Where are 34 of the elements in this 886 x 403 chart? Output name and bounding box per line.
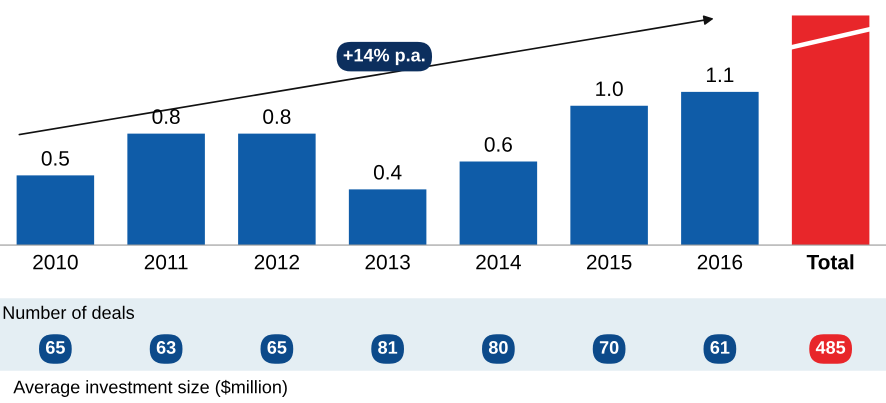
- bar: [460, 161, 538, 246]
- data-label: 65: [46, 341, 65, 354]
- data-label: 0.6: [484, 137, 512, 152]
- bar: [792, 15, 870, 246]
- data-label: 0.8: [263, 109, 290, 124]
- x-tick-label: 2013: [366, 254, 410, 270]
- data-label: 61: [710, 341, 730, 354]
- data-label: 1.1: [706, 68, 734, 82]
- x-tick-label: Total: [806, 254, 854, 270]
- x-tick-label: 2011: [144, 254, 188, 270]
- data-label: 63: [156, 341, 176, 354]
- data-label: 1.0: [596, 81, 623, 96]
- bar: [127, 134, 205, 246]
- x-tick-label: 2016: [698, 254, 742, 270]
- text: Average investment size ($million): [13, 380, 287, 397]
- bar: [681, 92, 759, 246]
- bar: [570, 106, 648, 246]
- data-label: 0.8: [152, 109, 180, 124]
- data-label: 65: [267, 341, 286, 354]
- data-label: 0.4: [374, 164, 402, 180]
- annotation: +14% p.a.: [344, 48, 424, 66]
- data-label: 80: [488, 341, 508, 354]
- data-label: 485: [816, 341, 846, 354]
- bar: [348, 189, 426, 246]
- bar: [16, 175, 94, 246]
- x-tick-label: 2015: [587, 254, 632, 270]
- x-tick-label: 2014: [476, 254, 521, 270]
- data-label: 70: [600, 341, 618, 354]
- data-label: 0.5: [42, 150, 69, 166]
- x-tick-label: 2010: [33, 254, 78, 270]
- text: Number of deals: [4, 306, 134, 320]
- data-label: 81: [378, 341, 398, 354]
- x-tick-label: 2012: [254, 254, 300, 270]
- bar: [238, 134, 316, 246]
